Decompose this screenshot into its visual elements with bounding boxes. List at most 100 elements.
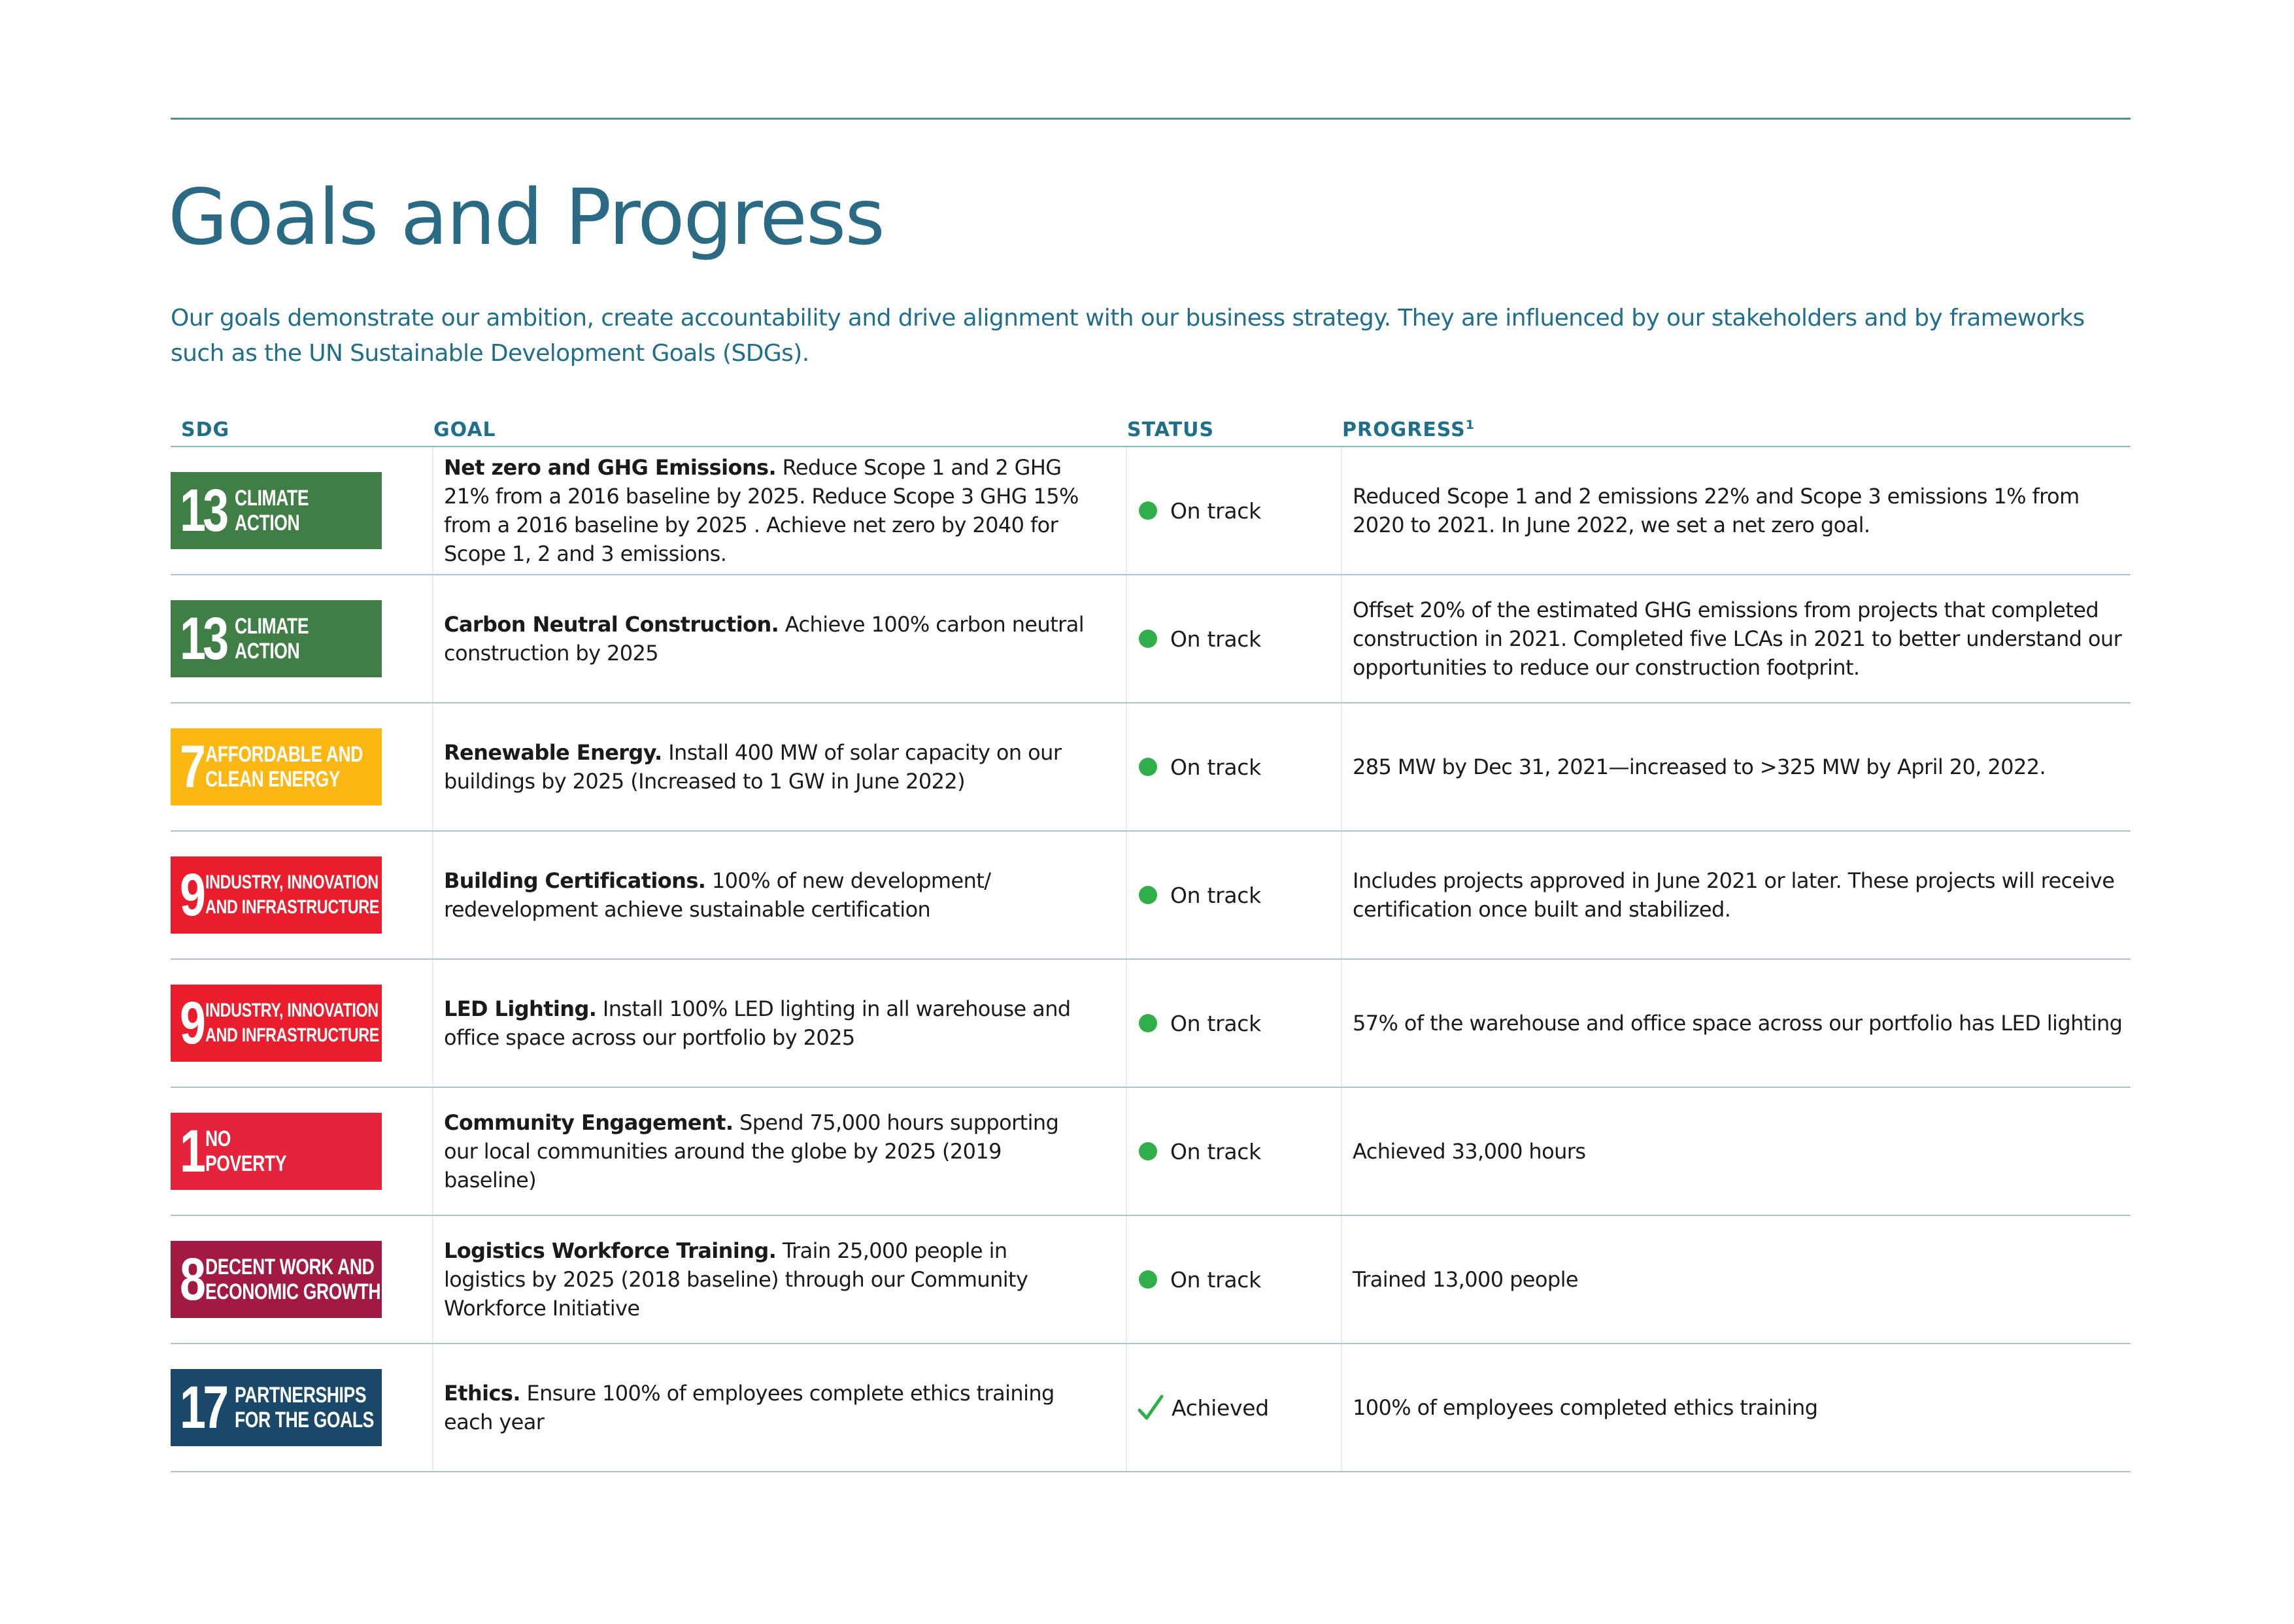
sdg-number: 9 bbox=[180, 862, 206, 928]
sdg-badge: 9 INDUSTRY, INNOVATION AND INFRASTRUCTURE bbox=[171, 985, 382, 1062]
status-cell: On track bbox=[1127, 703, 1342, 830]
sdg-label: NO POVERTY bbox=[205, 1126, 286, 1176]
header-progress: PROGRESS1 bbox=[1342, 418, 2131, 442]
sdg-label-line1: DECENT WORK AND bbox=[205, 1255, 375, 1279]
status-label: On track bbox=[1170, 498, 1261, 524]
progress-text: Trained 13,000 people bbox=[1353, 1267, 1579, 1292]
goal-description: 100% of new development/ redevelopment a… bbox=[444, 868, 991, 922]
goal-description: Install 100% LED lighting in all warehou… bbox=[444, 996, 1071, 1050]
sdg-number: 17 bbox=[180, 1374, 229, 1441]
goal-name: Building Certifications. bbox=[444, 868, 706, 893]
status: On track bbox=[1138, 1267, 1261, 1293]
goals-table: SDG GOAL STATUS PROGRESS1 13 CLIMATE ACTI… bbox=[171, 411, 2131, 1472]
sdg-cell: 7 AFFORDABLE AND CLEAN ENERGY bbox=[171, 703, 433, 830]
table-row: 13 CLIMATE ACTION Carbon Neutral Construc… bbox=[171, 575, 2131, 703]
sdg-badge: 1 NO POVERTY bbox=[171, 1113, 382, 1190]
progress-text: 100% of employees completed ethics train… bbox=[1353, 1395, 1818, 1420]
progress-text: Reduced Scope 1 and 2 emissions 22% and … bbox=[1353, 484, 2080, 537]
sdg-label: CLIMATE ACTION bbox=[235, 614, 309, 664]
table-row: 17 PARTNERSHIPS FOR THE GOALS Ethics. Ens… bbox=[171, 1344, 2131, 1472]
goal-cell: Renewable Energy. Install 400 MW of sola… bbox=[433, 703, 1127, 830]
green-dot-icon bbox=[1139, 1270, 1157, 1289]
sdg-badge: 13 CLIMATE ACTION bbox=[171, 600, 382, 677]
status: On track bbox=[1138, 498, 1261, 524]
sdg-number: 7 bbox=[180, 734, 206, 800]
goal-name: Logistics Workforce Training. bbox=[444, 1238, 777, 1263]
status: On track bbox=[1138, 754, 1261, 780]
sdg-label-line1: INDUSTRY, INNOVATION bbox=[205, 1000, 379, 1021]
goal-text: Renewable Energy. Install 400 MW of sola… bbox=[444, 738, 1087, 796]
sdg-label-line1: AFFORDABLE AND bbox=[205, 742, 363, 767]
goal-text: Carbon Neutral Construction. Achieve 100… bbox=[444, 610, 1087, 668]
table-body: 13 CLIMATE ACTION Net zero and GHG Emissi… bbox=[171, 447, 2131, 1472]
sdg-label: INDUSTRY, INNOVATION AND INFRASTRUCTURE bbox=[205, 998, 379, 1048]
sdg-label: INDUSTRY, INNOVATION AND INFRASTRUCTURE bbox=[205, 870, 379, 920]
goal-cell: Net zero and GHG Emissions. Reduce Scope… bbox=[433, 447, 1127, 574]
sdg-number: 9 bbox=[180, 990, 206, 1057]
goal-text: Net zero and GHG Emissions. Reduce Scope… bbox=[444, 453, 1087, 568]
goal-text: Building Certifications. 100% of new dev… bbox=[444, 866, 1087, 924]
sdg-label-line2: AND INFRASTRUCTURE bbox=[205, 1024, 380, 1046]
progress-cell: Offset 20% of the estimated GHG emission… bbox=[1342, 575, 2131, 702]
goal-text: LED Lighting. Install 100% LED lighting … bbox=[444, 994, 1087, 1052]
status-cell: On track bbox=[1127, 960, 1342, 1087]
goal-text: Ethics. Ensure 100% of employees complet… bbox=[444, 1379, 1087, 1436]
status-cell: Achieved bbox=[1127, 1344, 1342, 1471]
goal-cell: Logistics Workforce Training. Train 25,0… bbox=[433, 1216, 1127, 1343]
sdg-number: 13 bbox=[180, 605, 229, 672]
sdg-badge: 8 DECENT WORK AND ECONOMIC GROWTH bbox=[171, 1241, 382, 1318]
sdg-badge: 17 PARTNERSHIPS FOR THE GOALS bbox=[171, 1369, 382, 1446]
status-label: On track bbox=[1170, 626, 1261, 652]
goal-name: Renewable Energy. bbox=[444, 740, 662, 765]
progress-text: Includes projects approved in June 2021 … bbox=[1353, 868, 2115, 922]
status-label: On track bbox=[1170, 1266, 1261, 1293]
green-dot-icon bbox=[1139, 501, 1157, 520]
status-cell: On track bbox=[1127, 832, 1342, 958]
goal-text: Logistics Workforce Training. Train 25,0… bbox=[444, 1236, 1087, 1323]
sdg-cell: 17 PARTNERSHIPS FOR THE GOALS bbox=[171, 1344, 433, 1471]
green-dot-icon bbox=[1139, 1014, 1157, 1032]
status: Achieved bbox=[1138, 1393, 1269, 1422]
goal-name: Net zero and GHG Emissions. bbox=[444, 455, 777, 480]
progress-cell: 57% of the warehouse and office space ac… bbox=[1342, 960, 2131, 1087]
goal-name: Community Engagement. bbox=[444, 1110, 734, 1135]
goal-description: Spend 75,000 hours supporting our local … bbox=[444, 1110, 1059, 1193]
sdg-badge: 7 AFFORDABLE AND CLEAN ENERGY bbox=[171, 728, 382, 805]
progress-text: 57% of the warehouse and office space ac… bbox=[1353, 1011, 2123, 1036]
table-row: 9 INDUSTRY, INNOVATION AND INFRASTRUCTURE… bbox=[171, 832, 2131, 960]
sdg-label-line1: INDUSTRY, INNOVATION bbox=[205, 871, 379, 893]
sdg-label-line2: ECONOMIC GROWTH bbox=[205, 1279, 381, 1304]
table-row: 1 NO POVERTY Community Engagement. Spend … bbox=[171, 1088, 2131, 1216]
progress-cell: 100% of employees completed ethics train… bbox=[1342, 1344, 2131, 1471]
green-dot-icon bbox=[1139, 630, 1157, 648]
sdg-label-line1: CLIMATE bbox=[235, 614, 309, 639]
sdg-number: 13 bbox=[180, 477, 229, 544]
status: On track bbox=[1138, 883, 1261, 908]
sdg-label-line2: ACTION bbox=[235, 639, 300, 664]
progress-text: Achieved 33,000 hours bbox=[1353, 1139, 1586, 1164]
status-label: On track bbox=[1170, 754, 1261, 780]
sdg-cell: 13 CLIMATE ACTION bbox=[171, 575, 433, 702]
status-cell: On track bbox=[1127, 447, 1342, 574]
sdg-label: PARTNERSHIPS FOR THE GOALS bbox=[235, 1383, 374, 1432]
status-cell: On track bbox=[1127, 1216, 1342, 1343]
goal-cell: Ethics. Ensure 100% of employees complet… bbox=[433, 1344, 1127, 1471]
goal-cell: Building Certifications. 100% of new dev… bbox=[433, 832, 1127, 958]
sdg-label-line2: ACTION bbox=[235, 511, 300, 535]
sdg-label-line2: CLEAN ENERGY bbox=[205, 767, 341, 792]
sdg-cell: 8 DECENT WORK AND ECONOMIC GROWTH bbox=[171, 1216, 433, 1343]
checkmark-icon bbox=[1138, 1395, 1164, 1420]
goal-name: Carbon Neutral Construction. bbox=[444, 612, 779, 637]
sdg-label-line2: AND INFRASTRUCTURE bbox=[205, 896, 380, 918]
sdg-label: CLIMATE ACTION bbox=[235, 486, 309, 535]
progress-cell: Trained 13,000 people bbox=[1342, 1216, 2131, 1343]
header-goal: GOAL bbox=[433, 418, 496, 441]
goal-name: LED Lighting. bbox=[444, 996, 597, 1021]
green-dot-icon bbox=[1139, 1142, 1157, 1160]
green-dot-icon bbox=[1139, 886, 1157, 904]
table-header: SDG GOAL STATUS PROGRESS1 bbox=[171, 411, 2131, 447]
goal-cell: LED Lighting. Install 100% LED lighting … bbox=[433, 960, 1127, 1087]
sdg-cell: 9 INDUSTRY, INNOVATION AND INFRASTRUCTURE bbox=[171, 960, 433, 1087]
sdg-label-line1: CLIMATE bbox=[235, 486, 309, 511]
status-label: Achieved bbox=[1172, 1395, 1269, 1421]
